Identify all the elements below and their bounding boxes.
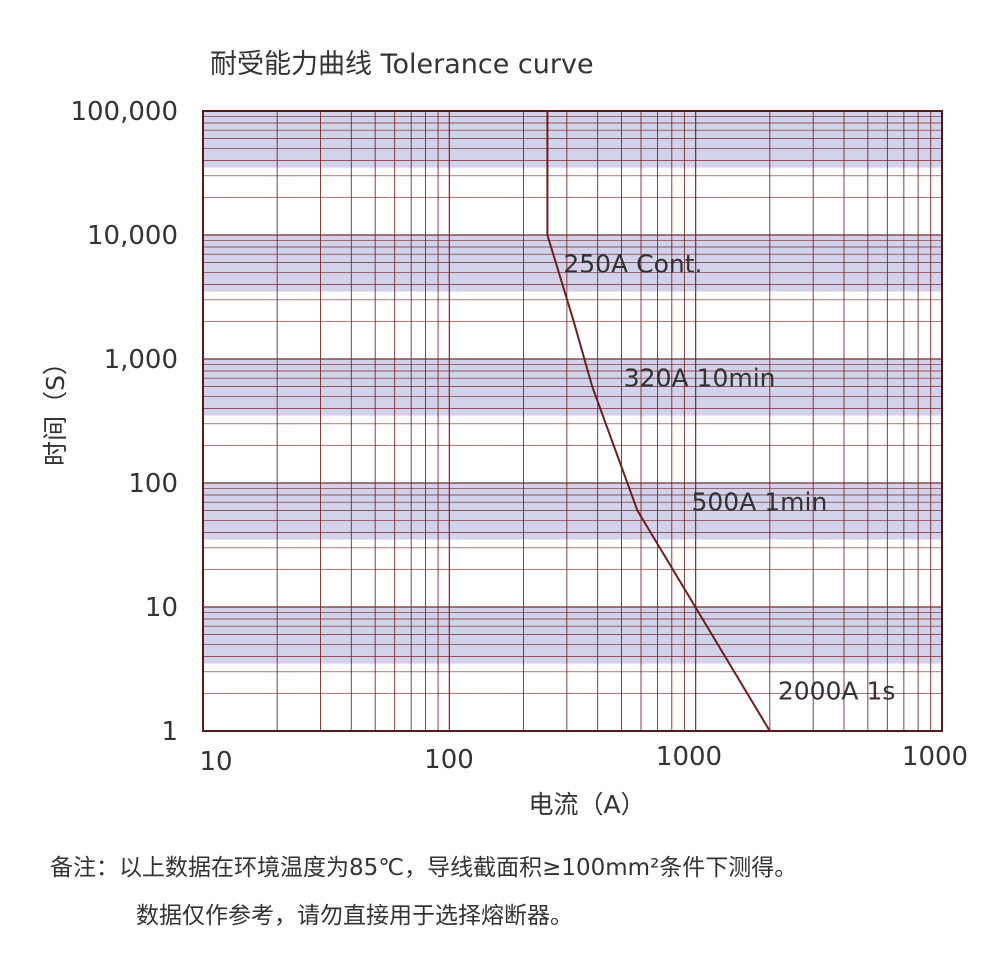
band-0 <box>203 607 942 664</box>
x-tick-label: 100 <box>424 745 474 775</box>
annotation-2: 320A 10min <box>624 364 776 393</box>
chart-series <box>546 111 771 732</box>
band-2 <box>203 359 942 416</box>
annotation-1: 250A Cont. <box>563 249 702 278</box>
band-1 <box>203 483 942 540</box>
chart-annotations: 250A Cont. 320A 10min 500A 1min 2000A 1s <box>563 249 895 705</box>
y-tick-label: 1,000 <box>104 345 178 375</box>
chart-title: 耐受能力曲线 Tolerance curve <box>210 49 594 80</box>
x-tick-label: 1000 <box>902 742 968 772</box>
plot-frame <box>202 110 943 732</box>
x-tick-label: 1000 <box>656 742 722 772</box>
x-axis-label: 电流（A） <box>528 790 645 819</box>
y-tick-labels: 100,000 10,000 1,000 100 10 1 <box>70 97 178 747</box>
chart-bands <box>203 111 942 664</box>
band-3 <box>203 235 942 292</box>
chart-frame <box>202 110 943 732</box>
chart-grid <box>202 111 942 732</box>
y-tick-label: 10,000 <box>87 221 178 251</box>
curve-line-0 <box>546 111 771 732</box>
y-axis-label: 时间（S） <box>41 350 70 466</box>
band-4 <box>203 111 942 168</box>
y-tick-label: 10 <box>145 593 178 623</box>
annotation-4: 2000A 1s <box>778 677 896 706</box>
note-line-1: 备注：以上数据在环境温度为85℃，导线截面积≥100mm²条件下测得。 <box>50 855 798 881</box>
y-tick-label: 100 <box>128 469 178 499</box>
x-tick-labels: 10 100 1000 1000 <box>199 742 968 777</box>
y-tick-label: 100,000 <box>70 97 178 127</box>
annotation-3: 500A 1min <box>692 488 828 517</box>
x-tick-label: 10 <box>199 747 232 777</box>
note-line-2: 数据仅作参考，请勿直接用于选择熔断器。 <box>136 903 573 929</box>
y-tick-label: 1 <box>161 717 178 747</box>
